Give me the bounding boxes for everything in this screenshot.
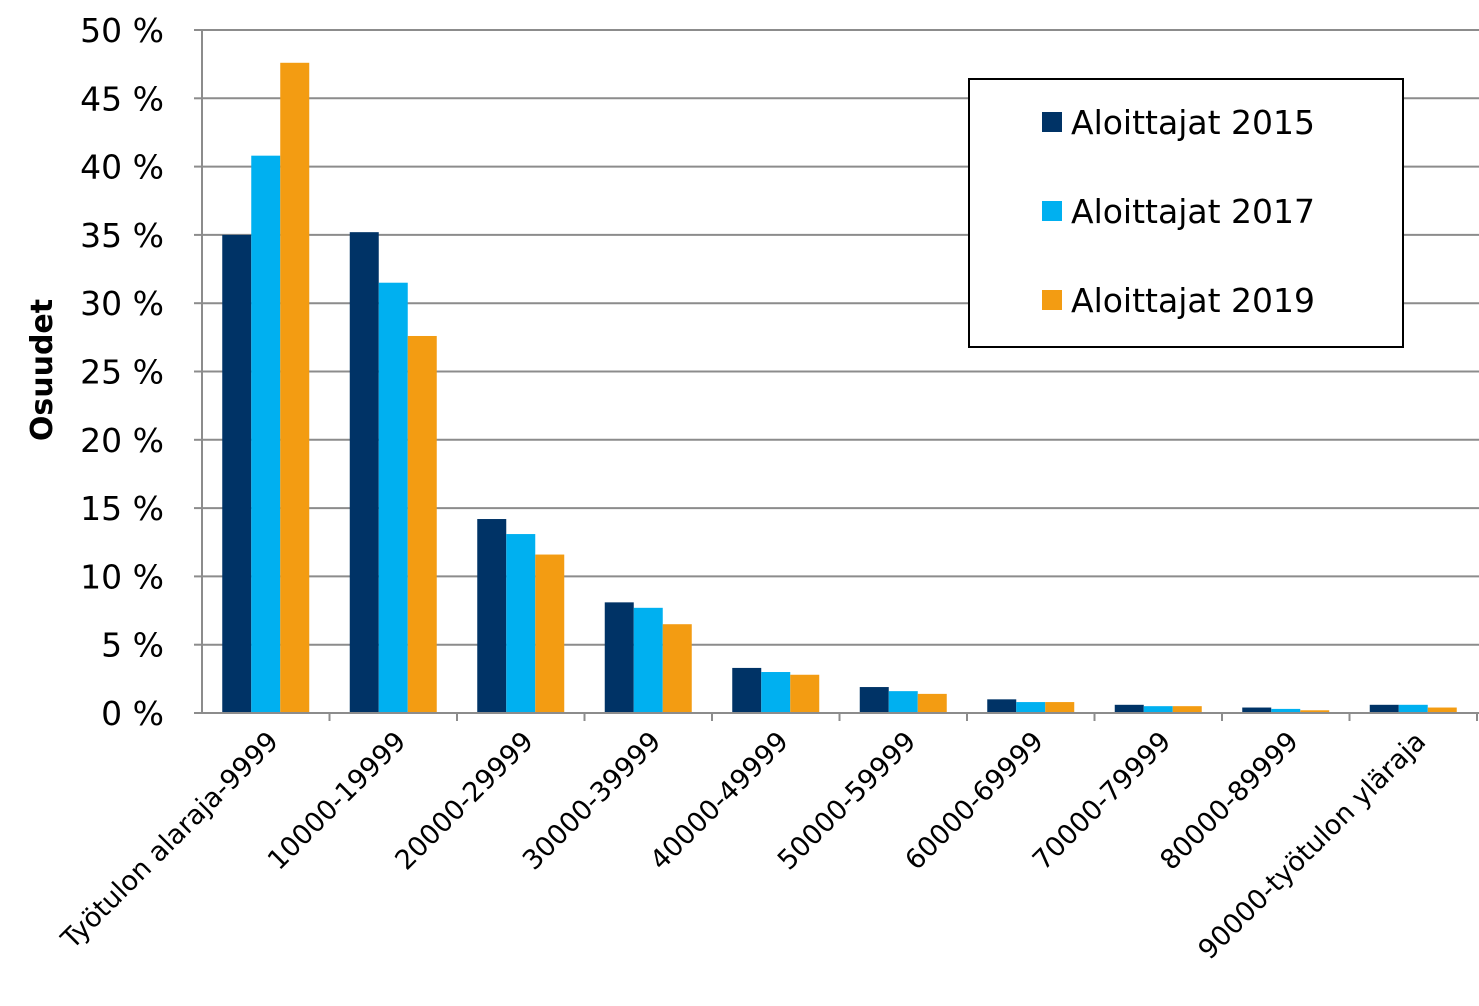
y-tick-label: 45 % — [80, 79, 164, 118]
bar — [1271, 708, 1301, 713]
y-tick-label: 10 % — [80, 557, 164, 596]
bar — [1045, 702, 1075, 713]
legend-box — [968, 78, 1404, 348]
bar — [535, 554, 565, 713]
y-tick-label: 20 % — [80, 421, 164, 460]
bar — [859, 687, 889, 713]
bar — [917, 693, 947, 713]
bar — [732, 667, 762, 713]
x-tick-label: 90000-työtulon yläraja — [1193, 726, 1433, 966]
bar — [1172, 706, 1202, 713]
x-tick-label: Työtulon alaraja-9999 — [55, 726, 285, 956]
bars — [222, 62, 1457, 714]
legend-swatch — [1042, 201, 1062, 221]
bar — [349, 232, 379, 713]
bar — [506, 534, 536, 713]
y-tick-labels: 0 % 5 % 10 % 15 % 20 % 25 % 30 % 35 % 40 % 45 % 50… — [80, 11, 164, 733]
bar — [477, 519, 507, 713]
bar — [1016, 702, 1046, 713]
legend: Aloittajat 2015 Aloittajat 2017 Aloittajat… — [968, 78, 1404, 348]
y-tick-label: 0 % — [101, 694, 164, 733]
bar — [633, 607, 663, 713]
legend-swatch — [1042, 112, 1062, 132]
y-tick-label: 50 % — [80, 11, 164, 50]
legend-swatch — [1042, 290, 1062, 310]
bar — [888, 691, 918, 713]
bar — [251, 155, 281, 713]
bar — [1300, 710, 1330, 713]
bar — [1114, 704, 1144, 713]
bar — [1143, 706, 1173, 713]
y-tick-label: 25 % — [80, 353, 164, 392]
y-tick-label: 40 % — [80, 148, 164, 187]
bar — [407, 335, 437, 713]
y-axis-label: Osuudet — [25, 299, 60, 441]
y-tick-label: 30 % — [80, 284, 164, 323]
bar — [280, 62, 310, 714]
bar — [1369, 704, 1399, 713]
bar — [1242, 707, 1272, 713]
axes — [194, 29, 1479, 721]
bar — [662, 624, 692, 713]
y-tick-label: 35 % — [80, 216, 164, 255]
bar — [761, 672, 791, 713]
bar — [378, 282, 408, 713]
legend-label: Aloittajat 2017 — [1071, 192, 1315, 231]
legend-label: Aloittajat 2019 — [1071, 281, 1315, 320]
y-tick-label: 15 % — [80, 489, 164, 528]
bar — [987, 699, 1017, 713]
legend-label: Aloittajat 2015 — [1071, 103, 1315, 142]
y-tick-label: 5 % — [101, 626, 164, 665]
bar — [222, 234, 252, 713]
bar — [604, 602, 634, 713]
bar — [1398, 704, 1428, 713]
x-tick-labels: Työtulon alaraja-999910000-1999920000-29… — [55, 726, 1432, 966]
bar — [790, 674, 820, 713]
bar — [1427, 707, 1457, 713]
